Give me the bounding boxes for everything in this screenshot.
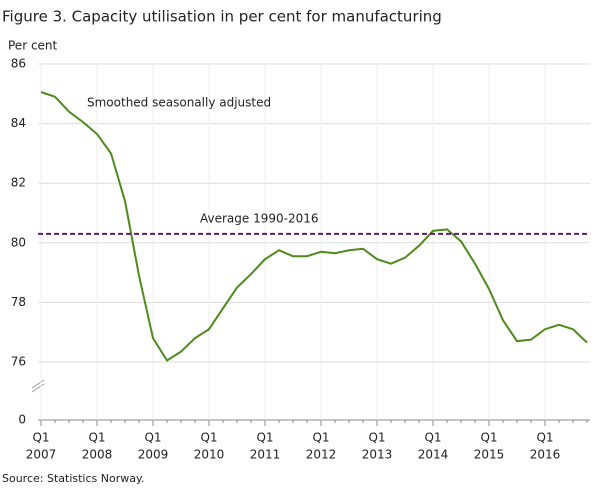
x-tick-label: 2011 <box>250 448 281 462</box>
x-tick-label: Q1 <box>32 431 49 445</box>
x-tick-label: 2015 <box>474 448 505 462</box>
y-tick-label: 78 <box>11 295 26 309</box>
x-tick-label: 2014 <box>418 448 449 462</box>
y-tick-label: 86 <box>11 57 26 71</box>
x-tick-label: Q1 <box>256 431 273 445</box>
x-tick-label: Q1 <box>88 431 105 445</box>
x-tick-label: 2007 <box>26 448 57 462</box>
line <box>40 91 588 362</box>
reference-label: Average 1990-2016 <box>200 211 319 225</box>
x-tick-label: Q1 <box>424 431 441 445</box>
y-axis-label: Per cent <box>8 39 58 53</box>
x-tick-label: 2013 <box>362 448 393 462</box>
y-tick-label: 82 <box>11 176 26 190</box>
axis-break <box>31 379 45 389</box>
chart-title: Figure 3. Capacity utilisation in per ce… <box>2 8 442 26</box>
y-tick-label: 76 <box>11 355 26 369</box>
series-label: Smoothed seasonally adjusted <box>87 96 271 110</box>
x-tick-label: 2008 <box>82 448 113 462</box>
x-tick-label: 2012 <box>306 448 337 462</box>
y-tick-label: 0 <box>18 413 26 427</box>
x-tick-label: Q1 <box>200 431 217 445</box>
source: Source: Statistics Norway. <box>2 472 144 485</box>
y-tick-label: 84 <box>11 116 26 130</box>
x-tick-label: Q1 <box>368 431 385 445</box>
x-tick-label: Q1 <box>312 431 329 445</box>
x-tick-label: Q1 <box>480 431 497 445</box>
x-tick-label: Q1 <box>536 431 553 445</box>
axis-break <box>31 383 45 393</box>
x-tick-label: 2010 <box>194 448 225 462</box>
y-tick-label: 80 <box>11 235 26 249</box>
x-tick-label: 2016 <box>530 448 561 462</box>
x-tick-label: Q1 <box>144 431 161 445</box>
x-tick-label: 2009 <box>138 448 169 462</box>
